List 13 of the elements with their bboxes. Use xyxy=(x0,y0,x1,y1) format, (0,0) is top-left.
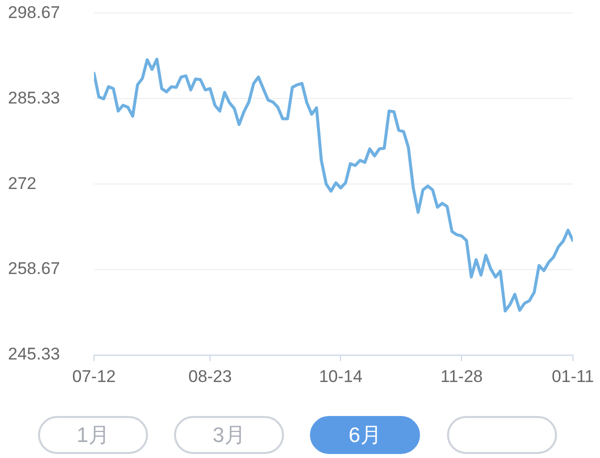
x-tick-label: 01-11 xyxy=(552,366,594,386)
x-tick-label: 07-12 xyxy=(72,366,116,386)
x-tick-label: 11-28 xyxy=(440,366,483,386)
y-tick-label: 245.33 xyxy=(8,344,60,364)
y-tick-label: 272 xyxy=(8,174,36,193)
text: 3月 xyxy=(174,416,284,454)
y-tick-label: 258.67 xyxy=(8,259,60,278)
y-tick-label: 285.33 xyxy=(8,88,60,108)
x-tick-label: 08-23 xyxy=(188,366,232,386)
text: 6月 xyxy=(310,416,420,454)
y-tick-label: 298.67 xyxy=(8,2,60,22)
text: 1月 xyxy=(38,416,148,454)
x-tick-label: 10-14 xyxy=(318,366,362,386)
